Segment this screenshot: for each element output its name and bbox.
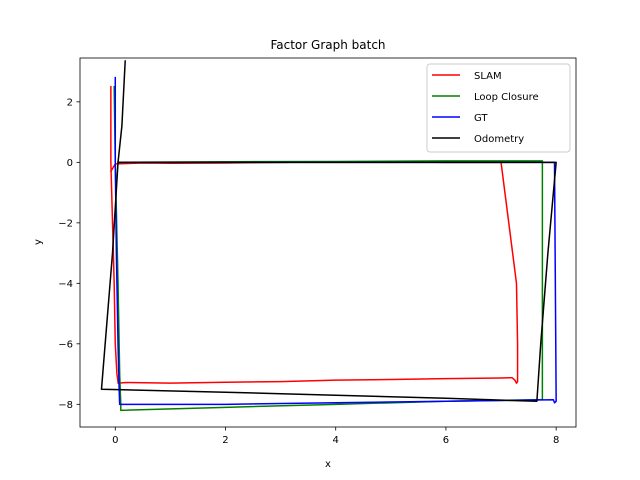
- legend-label: Loop Closure: [474, 92, 539, 103]
- legend: SLAM Loop Closure GT Odometry: [426, 63, 571, 153]
- y-axis-label: y: [33, 239, 44, 245]
- x-tick-label: 8: [553, 435, 559, 446]
- x-axis-label: x: [325, 459, 331, 470]
- y-tick-label: 2: [67, 97, 73, 108]
- series-line-loop-closure: [113, 85, 544, 412]
- x-tick-label: 6: [443, 435, 449, 446]
- legend-box: [426, 63, 571, 153]
- chart-title: Factor Graph batch: [270, 38, 385, 52]
- x-tick-label: 4: [333, 435, 339, 446]
- y-tick-label: −4: [58, 279, 73, 290]
- legend-label: Odometry: [474, 134, 524, 145]
- y-tick-label: −8: [58, 400, 73, 411]
- y-tick-label: −6: [58, 339, 73, 350]
- axes-frame: [79, 57, 577, 428]
- x-tick-label: 0: [112, 435, 118, 446]
- series-line-odometry: [100, 60, 557, 403]
- y-tick-label: −2: [58, 218, 73, 229]
- legend-label: GT: [474, 113, 488, 124]
- legend-label: SLAM: [474, 71, 502, 82]
- plot-area: 0 2 4 6 8 2 0 −2 −4 −6 −8 SLAM Loop Closure GT Odometr…: [58, 57, 577, 446]
- x-tick-label: 2: [222, 435, 228, 446]
- series-group: [100, 60, 557, 412]
- y-tick-label: 0: [67, 158, 73, 169]
